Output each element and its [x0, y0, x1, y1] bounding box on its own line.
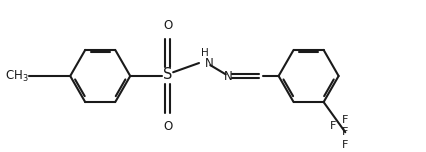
Text: F: F [342, 115, 348, 125]
Text: O: O [163, 120, 173, 133]
Text: S: S [163, 67, 173, 82]
Text: F: F [342, 140, 348, 150]
Text: CH$_3$: CH$_3$ [5, 68, 29, 84]
Text: N: N [205, 57, 214, 70]
Text: H: H [201, 48, 209, 58]
Text: F: F [330, 121, 336, 131]
Text: O: O [163, 19, 173, 32]
Text: N: N [224, 69, 233, 83]
Text: F: F [342, 127, 348, 137]
